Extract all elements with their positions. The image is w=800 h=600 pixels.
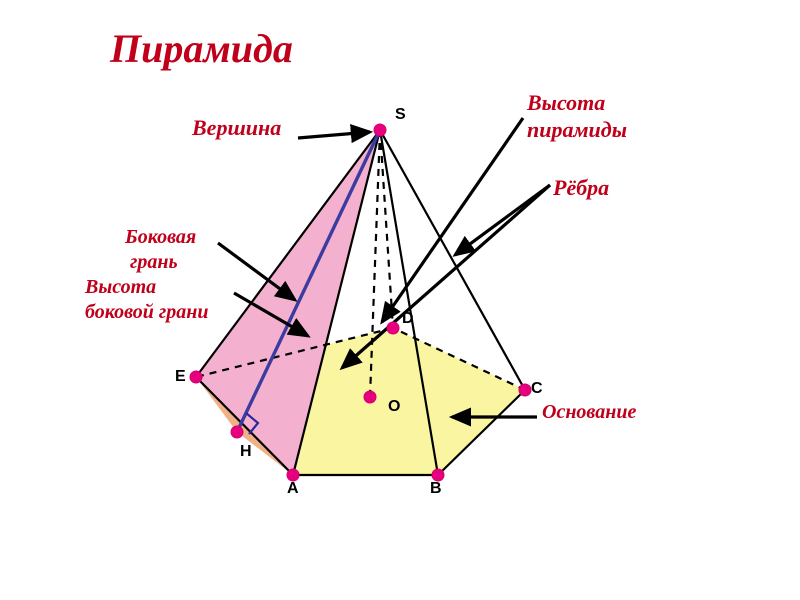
label-lateral-face-1: Боковая (125, 225, 196, 249)
point-c (519, 384, 531, 396)
point-label-h: H (240, 443, 252, 461)
point-label-b: B (430, 480, 442, 498)
point-h (231, 426, 243, 438)
label-height-pyramid-1: Высота (527, 90, 605, 116)
arrow-edges-2 (342, 185, 550, 368)
arrow-apex (298, 132, 370, 138)
point-label-d: D (402, 310, 414, 328)
label-apex: Вершина (192, 115, 281, 141)
point-e (190, 371, 202, 383)
label-height-pyramid-2: пирамиды (527, 117, 627, 143)
label-edges: Рёбра (553, 175, 609, 201)
label-face-height-1: Высота (85, 275, 156, 299)
point-s (374, 124, 386, 136)
point-label-s: S (395, 106, 406, 124)
label-lateral-face-2: грань (130, 250, 178, 274)
label-base: Основание (542, 400, 636, 424)
point-label-c: C (531, 380, 543, 398)
edge-sd (380, 130, 393, 328)
point-label-o: O (388, 398, 400, 416)
point-o (364, 391, 376, 403)
point-label-a: A (287, 480, 299, 498)
label-face-height-2: боковой грани (85, 300, 209, 324)
point-label-e: E (175, 368, 186, 386)
point-d (387, 322, 399, 334)
diagram-title: Пирамида (110, 25, 293, 72)
